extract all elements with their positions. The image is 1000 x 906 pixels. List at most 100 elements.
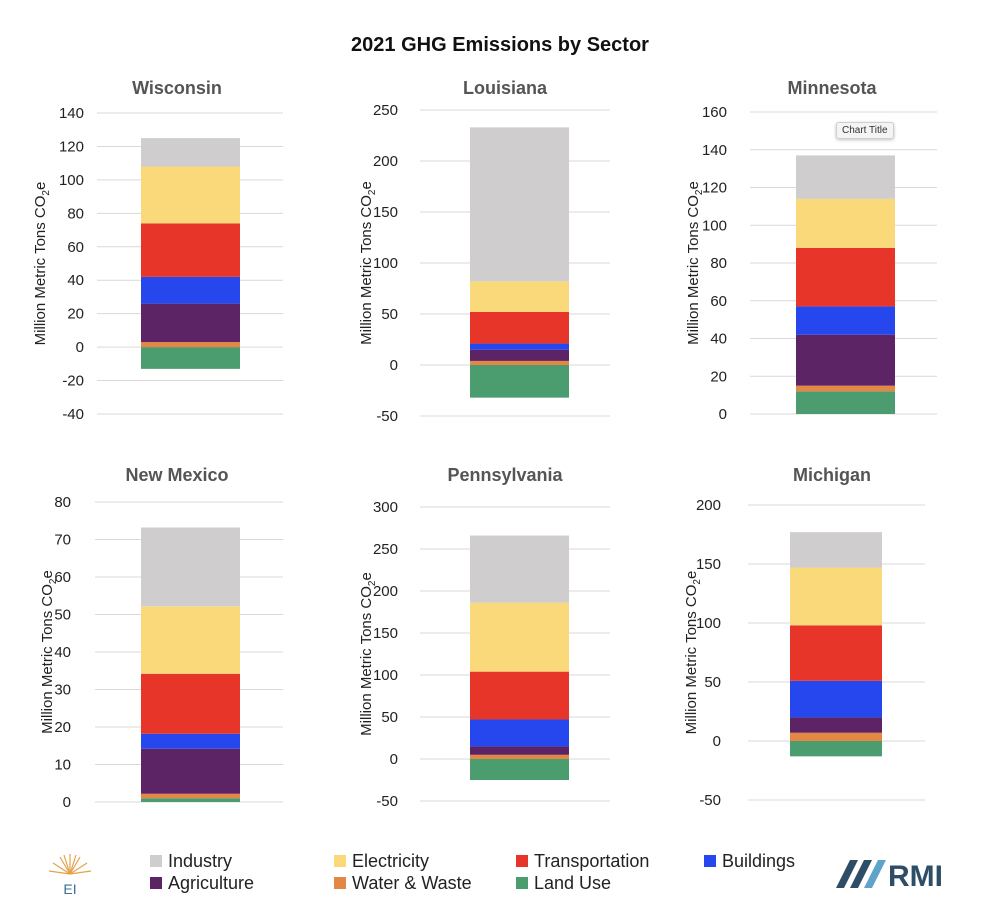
y-tick-label: 70: [54, 532, 71, 549]
y-tick-label: 150: [373, 625, 398, 642]
bar-segment-industry: [141, 527, 240, 607]
bar-segment-transportation: [141, 673, 240, 734]
y-tick-label: -40: [62, 406, 84, 423]
bar-segment-buildings: [790, 680, 882, 718]
y-tick-label: 120: [59, 138, 84, 155]
bar-segment-agriculture: [141, 748, 240, 794]
bar-segment-transportation: [470, 671, 569, 720]
chart-panel: -50 0 50 100 150 200 250 Louisiana Million Metri…: [358, 78, 610, 425]
bar-segment-electricity: [470, 281, 569, 312]
bar-segment-transportation: [790, 625, 882, 681]
y-axis-label: Million Metric Tons CO2e: [683, 571, 703, 735]
chart-panel: -50 0 50 100 150 200 250 300 Pennsylvania Million…: [358, 465, 610, 810]
y-tick-label: 50: [381, 709, 398, 726]
y-tick-label: 140: [59, 105, 84, 122]
bar-segment-electricity: [790, 567, 882, 626]
bar-segment-agriculture: [470, 746, 569, 755]
chart-title-tooltip: Chart Title: [836, 122, 894, 139]
chart-panel: -40 -20 0 20 40 60 80 100 120 140 Wisconsin Million…: [32, 78, 283, 423]
bar-segment-buildings: [141, 733, 240, 749]
y-tick-label: 80: [710, 255, 727, 272]
y-tick-label: 120: [702, 180, 727, 197]
y-axis-label: Million Metric Tons CO2e: [358, 572, 378, 736]
bar-segment-buildings: [470, 343, 569, 350]
y-tick-label: 0: [63, 794, 71, 811]
bar-segment-water-waste: [141, 342, 240, 348]
bar-segment-agriculture: [470, 349, 569, 361]
bar-segment-land-use: [470, 365, 569, 398]
y-tick-label: 50: [381, 306, 398, 323]
y-tick-label: 60: [710, 293, 727, 310]
y-tick-label: 140: [702, 142, 727, 159]
bar-segment-industry: [470, 127, 569, 282]
panel-title: Louisiana: [463, 78, 548, 98]
y-tick-label: 300: [373, 499, 398, 516]
y-tick-label: 100: [702, 217, 727, 234]
bar-segment-industry: [796, 155, 895, 199]
y-tick-label: -50: [699, 792, 721, 809]
bar-segment-electricity: [470, 602, 569, 672]
bar-segment-transportation: [470, 311, 569, 344]
y-tick-label: 20: [67, 306, 84, 323]
bar-segment-land-use: [141, 347, 240, 369]
y-tick-label: 200: [373, 153, 398, 170]
bar-segment-industry: [470, 535, 569, 603]
bar-segment-water-waste: [790, 732, 882, 741]
bar-segment-agriculture: [790, 717, 882, 733]
chart-panel: 0 20 40 60 80 100 120 140 160 Minnesota Million Me…: [685, 78, 937, 423]
bar-segment-land-use: [790, 741, 882, 757]
y-tick-label: 40: [710, 331, 727, 348]
y-tick-label: 40: [67, 272, 84, 289]
y-tick-label: 30: [54, 682, 71, 699]
y-tick-label: 50: [704, 674, 721, 691]
y-tick-label: 40: [54, 644, 71, 661]
y-tick-label: 0: [390, 357, 398, 374]
y-tick-label: 60: [67, 239, 84, 256]
chart-panel: -50 0 50 100 150 200 Michigan Million Metric To…: [683, 465, 925, 809]
bar-segment-land-use: [796, 391, 895, 414]
y-tick-label: 100: [696, 615, 721, 632]
panel-title: Michigan: [793, 465, 871, 485]
bar-segment-water-waste: [141, 793, 240, 799]
y-axis-label: Million Metric Tons CO2e: [39, 570, 59, 734]
y-tick-label: 20: [54, 719, 71, 736]
bar-segment-electricity: [796, 198, 895, 248]
bar-segment-agriculture: [141, 303, 240, 343]
bar-segment-electricity: [141, 166, 240, 224]
y-axis-label: Million Metric Tons CO2e: [32, 182, 52, 346]
y-tick-label: 0: [390, 751, 398, 768]
y-tick-label: 0: [719, 406, 727, 423]
ei-logo: EI: [48, 854, 92, 897]
y-tick-label: 250: [373, 541, 398, 558]
y-tick-label: 80: [54, 494, 71, 511]
y-tick-label: 0: [76, 339, 84, 356]
y-tick-label: 200: [373, 583, 398, 600]
panel-title: New Mexico: [125, 465, 228, 485]
bar-segment-water-waste: [470, 360, 569, 365]
rmi-logo-text: RMI: [888, 860, 943, 890]
y-tick-label: 80: [67, 205, 84, 222]
panel-title: Wisconsin: [132, 78, 222, 98]
y-tick-label: -50: [376, 793, 398, 810]
panel-title: Pennsylvania: [447, 465, 563, 485]
bar-segment-industry: [141, 138, 240, 167]
y-tick-label: 0: [713, 733, 721, 750]
bar-segment-land-use: [470, 759, 569, 780]
bar-segment-water-waste: [470, 754, 569, 759]
bar-segment-water-waste: [796, 385, 895, 392]
y-tick-label: -50: [376, 408, 398, 425]
y-axis-label: Million Metric Tons CO2e: [358, 181, 378, 345]
chart-panel: 0 10 20 30 40 50 60 70 80 New Mexico Million Metri…: [39, 465, 283, 811]
y-tick-label: 100: [373, 667, 398, 684]
y-tick-label: 10: [54, 757, 71, 774]
y-tick-label: 100: [373, 255, 398, 272]
y-tick-label: 150: [696, 556, 721, 573]
panel-title: Minnesota: [787, 78, 877, 98]
bar-segment-transportation: [796, 247, 895, 307]
bar-segment-industry: [790, 532, 882, 568]
bar-segment-buildings: [796, 306, 895, 335]
bar-segment-land-use: [141, 798, 240, 802]
bar-segment-electricity: [141, 606, 240, 674]
bar-segment-agriculture: [796, 334, 895, 386]
